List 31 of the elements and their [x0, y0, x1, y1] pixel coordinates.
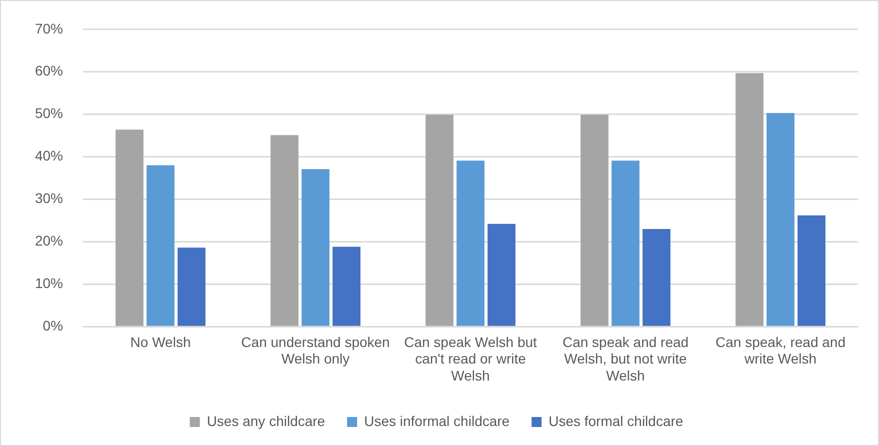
- y-tick-label: 30%: [34, 190, 64, 206]
- x-tick-label: Can speak and read Welsh, but not write Welsh: [562, 334, 689, 384]
- bar: [178, 248, 206, 326]
- bar: [642, 228, 670, 326]
- bar: [332, 246, 360, 326]
- bar: [488, 224, 516, 326]
- x-tick-label: Can understand spoken Welsh only: [241, 334, 390, 367]
- bar: [612, 160, 640, 326]
- y-tick-label: 60%: [34, 62, 64, 79]
- y-tick-label: 10%: [34, 275, 64, 291]
- y-tick-label: 70%: [34, 20, 64, 36]
- bar: [736, 73, 764, 326]
- legend-label: Uses formal childcare: [548, 412, 684, 429]
- y-tick-label: 20%: [34, 232, 64, 249]
- bar: [456, 160, 484, 326]
- y-tick-label: 0%: [42, 317, 64, 334]
- x-tick-label: Can speak, read and write Welsh: [716, 334, 846, 367]
- y-tick-label: 50%: [34, 105, 64, 122]
- bar: [146, 165, 174, 326]
- x-tick-label: No Welsh: [130, 334, 191, 350]
- x-tick-label: Can speak Welsh but can't read or write Welsh: [404, 334, 538, 384]
- y-tick-label: 40%: [34, 148, 64, 164]
- bar: [270, 135, 298, 326]
- legend-label: Uses informal childcare: [364, 412, 510, 429]
- bar: [580, 114, 608, 326]
- bar: [302, 169, 330, 326]
- legend-label: Uses any childcare: [206, 412, 326, 429]
- bar: [798, 215, 826, 326]
- bar: [426, 114, 454, 326]
- bar: [116, 130, 144, 326]
- bar: [766, 113, 794, 326]
